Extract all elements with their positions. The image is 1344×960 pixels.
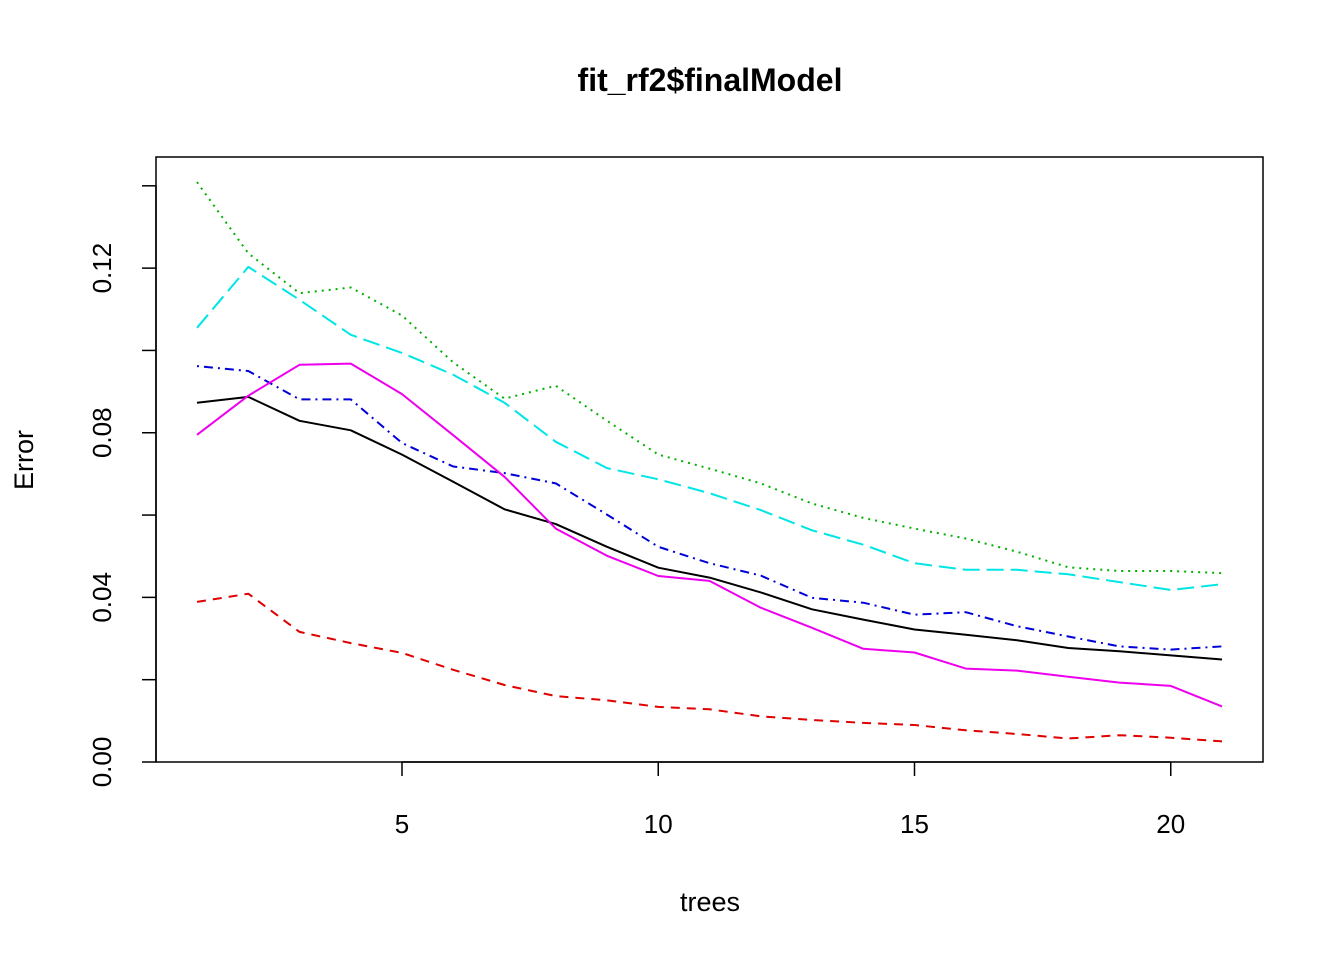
chart-title: fit_rf2$finalModel bbox=[578, 62, 843, 98]
series-line-1 bbox=[196, 395, 1223, 661]
y-tick-label: 0.12 bbox=[87, 243, 117, 294]
y-axis: 0.00 0.04 0.08 0.12 bbox=[87, 185, 157, 788]
x-tick-label: 5 bbox=[395, 809, 409, 839]
series-line-2 bbox=[196, 592, 1223, 743]
y-tick-label: 0.00 bbox=[87, 737, 117, 788]
series-line-6 bbox=[196, 362, 1223, 708]
x-tick-label: 15 bbox=[900, 809, 929, 839]
x-tick-label: 20 bbox=[1156, 809, 1185, 839]
y-axis-title: Error bbox=[9, 430, 39, 490]
y-tick-label: 0.04 bbox=[87, 572, 117, 623]
series-line-4 bbox=[196, 365, 1223, 651]
series-layer bbox=[196, 181, 1223, 743]
x-tick-label: 10 bbox=[644, 809, 673, 839]
series-line-3 bbox=[196, 181, 1223, 575]
series-line-5 bbox=[196, 265, 1223, 591]
plot-area-box bbox=[155, 156, 1264, 763]
y-tick-label: 0.08 bbox=[87, 407, 117, 458]
x-axis: 5 10 15 20 bbox=[395, 761, 1185, 839]
x-axis-title: trees bbox=[680, 887, 740, 917]
